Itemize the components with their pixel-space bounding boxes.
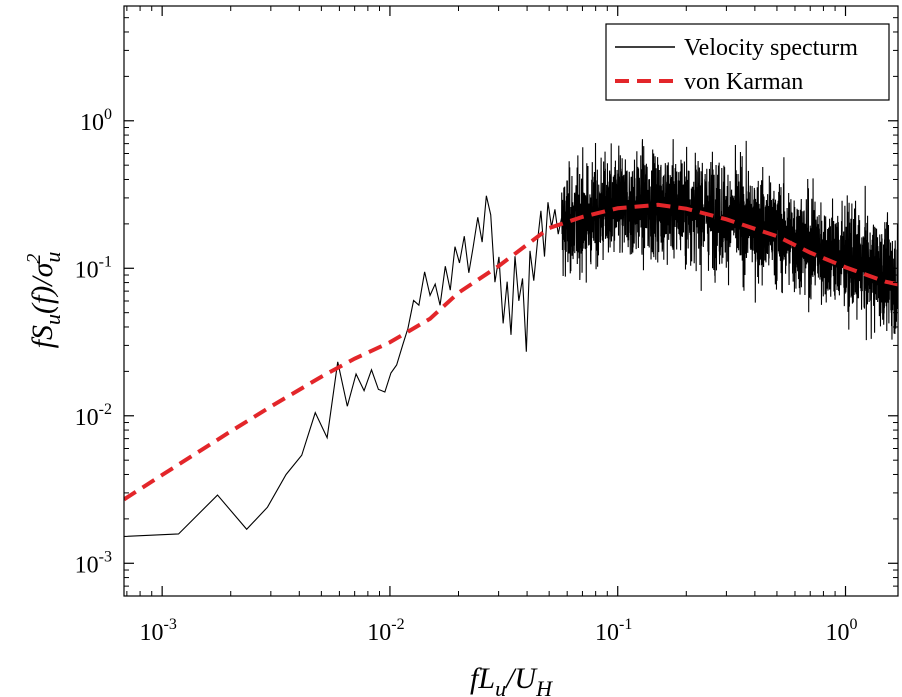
series-line-velocity-spectrum <box>124 139 898 538</box>
y-tick-exponent: 0 <box>104 106 112 123</box>
y-axis-label-part: 2 <box>23 254 45 264</box>
y-axis-label-part: (f)/σ <box>26 261 59 314</box>
y-tick-label: 100 <box>80 106 112 136</box>
legend-label-0: Velocity specturm <box>684 35 858 61</box>
y-tick-label: 10-1 <box>75 253 112 283</box>
y-axis-label-part: u <box>40 252 65 263</box>
x-tick-label: 10-2 <box>367 616 404 646</box>
x-tick-base: 10 <box>139 620 163 646</box>
x-tick-label: 10-1 <box>595 616 632 646</box>
y-axis-label: fSu(f)/σu2 <box>23 252 65 349</box>
y-tick-label: 10-2 <box>75 401 112 431</box>
x-tick-exponent: -2 <box>391 616 404 633</box>
series-layer <box>124 139 898 538</box>
y-tick-exponent: -1 <box>99 253 112 270</box>
x-axis-label-part: H <box>535 676 553 697</box>
legend-box <box>605 23 890 101</box>
x-tick-label: 100 <box>826 616 858 646</box>
y-tick-exponent: -3 <box>99 548 112 565</box>
y-tick-label: 10-3 <box>75 548 112 578</box>
legend-label-1: von Karman <box>684 69 803 95</box>
y-tick-base: 10 <box>80 110 104 136</box>
x-tick-label: 10-3 <box>139 616 176 646</box>
x-tick-base: 10 <box>595 620 619 646</box>
y-tick-base: 10 <box>75 257 99 283</box>
x-tick-exponent: -3 <box>163 616 176 633</box>
plot-area <box>124 6 898 596</box>
x-tick-base: 10 <box>826 620 850 646</box>
y-tick-exponent: -2 <box>99 401 112 418</box>
x-axis-label-part: /U <box>504 662 538 695</box>
y-axis-label-part: fS <box>26 325 59 348</box>
x-axis-label-part: fL <box>470 662 495 695</box>
x-tick-base: 10 <box>367 620 391 646</box>
x-tick-exponent: 0 <box>850 616 858 633</box>
y-tick-base: 10 <box>75 552 99 578</box>
x-tick-exponent: -1 <box>619 616 632 633</box>
x-axis-label-part: u <box>495 676 506 697</box>
x-axis-label: fLu/UH <box>470 662 553 697</box>
y-tick-base: 10 <box>75 405 99 431</box>
plot-frame <box>123 5 899 597</box>
y-axis-label-part: u <box>40 314 65 325</box>
legend: Velocity specturm von Karman <box>605 23 890 101</box>
